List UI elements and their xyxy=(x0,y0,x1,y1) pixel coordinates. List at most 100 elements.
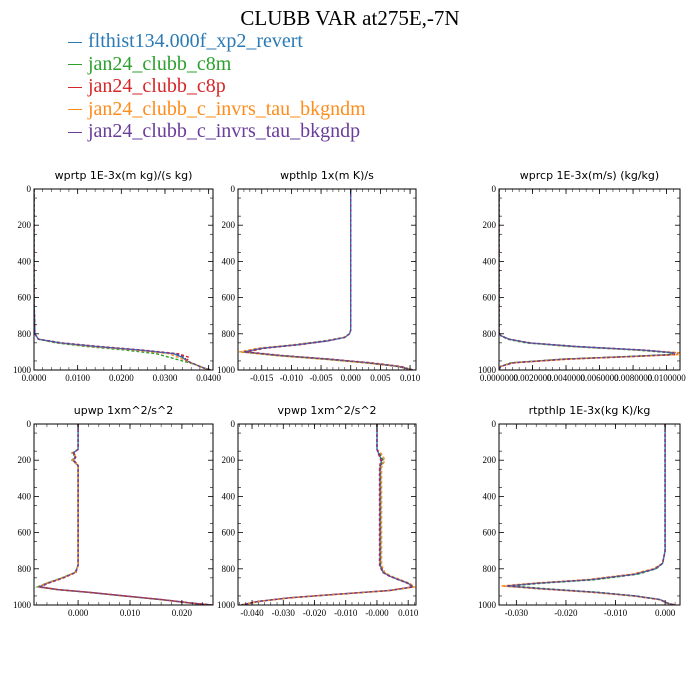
series-line-3 xyxy=(503,424,676,605)
y-tick-label: 400 xyxy=(483,256,497,266)
y-tick-label: 400 xyxy=(483,491,497,501)
subplot-5: vpwp 1xm^2/s^2 0 200 400 600 800 1000 -0.040 -0.… xyxy=(217,404,419,618)
subplot-3: wprcp 1E-3x(m/s) (kg/kg) 0 200 400 600 800 100… xyxy=(478,169,686,383)
x-tick-label: 0.010 xyxy=(398,608,419,618)
legend-label: jan24_clubb_c8m xyxy=(88,52,232,75)
series-line-4 xyxy=(239,189,414,370)
subplot-title: vpwp 1xm^2/s^2 xyxy=(277,404,376,417)
x-tick-label: 0.0200 xyxy=(109,373,134,383)
y-tick-label: 200 xyxy=(18,455,32,465)
series-line-4 xyxy=(36,424,213,605)
y-tick-label: 800 xyxy=(483,329,497,339)
y-tick-label: 0 xyxy=(231,419,236,429)
legend-swatch xyxy=(68,41,82,43)
series-group xyxy=(239,189,414,370)
subplot-title: upwp 1xm^2/s^2 xyxy=(74,404,174,417)
plot-frame xyxy=(498,423,681,606)
y-tick-label: 800 xyxy=(18,329,32,339)
series-line-4 xyxy=(501,424,676,605)
x-tick-label: 0.0400 xyxy=(196,373,221,383)
y-tick-label: 600 xyxy=(222,528,236,538)
y-tick-label: 1000 xyxy=(478,365,497,375)
y-tick-label: 600 xyxy=(18,528,32,538)
y-tick-label: 600 xyxy=(222,293,236,303)
y-tick-label: 200 xyxy=(483,455,497,465)
legend-item: jan24_clubb_c8m xyxy=(68,53,366,76)
plot-frame xyxy=(237,188,417,371)
y-tick-label: 0 xyxy=(492,419,497,429)
subplot-1: wprtp 1E-3x(m kg)/(s kg) 0 200 400 600 800 100… xyxy=(13,169,222,383)
y-tick-label: 1000 xyxy=(13,600,32,610)
x-tick-label: -0.010 xyxy=(334,608,358,618)
y-tick-label: 1000 xyxy=(13,365,32,375)
y-tick-label: 800 xyxy=(18,564,32,574)
figure-title: CLUBB VAR at275E,-7N xyxy=(240,6,460,30)
x-tick-label: 0.0100 xyxy=(65,373,90,383)
legend-label: flthist134.000f_xp2_revert xyxy=(88,30,303,52)
subplot-title: wpthlp 1x(m K)/s xyxy=(280,169,374,182)
y-tick-label: 0 xyxy=(492,184,497,194)
series-line-1 xyxy=(34,189,211,370)
subplot-title: rtpthlp 1E-3x(kg K)/kg xyxy=(529,404,651,417)
series-line-1 xyxy=(243,189,414,370)
y-tick-label: 0 xyxy=(27,184,32,194)
legend-swatch xyxy=(68,109,82,111)
y-tick-label: 1000 xyxy=(217,600,236,610)
legend-label: jan24_clubb_c_invrs_tau_bkgndm xyxy=(88,97,366,120)
x-tick-label: 0.0300 xyxy=(153,373,178,383)
legend-item: jan24_clubb_c_invrs_tau_bkgndm xyxy=(68,98,366,121)
y-tick-label: 600 xyxy=(483,528,497,538)
series-group xyxy=(35,424,213,605)
x-tick-label: 0.010 xyxy=(400,373,421,383)
subplot-4: upwp 1xm^2/s^2 0 200 400 600 800 1000 0.000 0.01… xyxy=(13,404,214,618)
series-line-3 xyxy=(38,424,213,605)
x-tick-label: -0.020 xyxy=(554,608,578,618)
x-tick-label: 0.0040000 xyxy=(547,373,586,383)
x-tick-label: 0.0080000 xyxy=(614,373,653,383)
series-line-2 xyxy=(511,424,676,605)
x-tick-label: 0.020 xyxy=(172,608,193,618)
x-tick-label: -0.030 xyxy=(272,608,296,618)
y-tick-label: 200 xyxy=(222,220,236,230)
x-tick-label: 0.0000000 xyxy=(480,373,519,383)
series-group xyxy=(499,189,680,370)
legend-item: jan24_clubb_c8p xyxy=(68,75,366,98)
y-tick-label: 400 xyxy=(222,491,236,501)
series-line-5 xyxy=(243,189,414,370)
x-tick-label: 0.005 xyxy=(370,373,391,383)
y-tick-label: 200 xyxy=(483,220,497,230)
x-tick-label: 0.000 xyxy=(68,608,89,618)
legend-swatch xyxy=(68,86,82,88)
plot-frame xyxy=(237,423,417,606)
plot-frame xyxy=(33,188,214,371)
x-tick-label: -0.005 xyxy=(309,373,333,383)
x-tick-label: -0.010 xyxy=(604,608,628,618)
series-line-1 xyxy=(506,424,676,605)
series-line-5 xyxy=(37,424,213,605)
series-line-5 xyxy=(240,424,416,605)
y-tick-label: 200 xyxy=(18,220,32,230)
subplot-title: wprcp 1E-3x(m/s) (kg/kg) xyxy=(520,169,659,182)
y-tick-label: 400 xyxy=(18,491,32,501)
y-tick-label: 400 xyxy=(222,256,236,266)
x-tick-label: 0.010 xyxy=(120,608,141,618)
legend: flthist134.000f_xp2_revert jan24_clubb_c… xyxy=(68,30,366,143)
x-tick-label: -0.000 xyxy=(365,608,389,618)
x-tick-label: -0.015 xyxy=(250,373,274,383)
plot-frame xyxy=(33,423,214,606)
x-tick-label: -0.020 xyxy=(303,608,327,618)
x-tick-label: -0.040 xyxy=(240,608,264,618)
y-tick-label: 200 xyxy=(222,455,236,465)
y-tick-label: 800 xyxy=(222,329,236,339)
x-tick-label: 0.000 xyxy=(341,373,362,383)
x-tick-label: -0.030 xyxy=(505,608,529,618)
legend-item: flthist134.000f_xp2_revert xyxy=(68,30,366,53)
series-line-2 xyxy=(240,189,414,370)
series-line-5 xyxy=(34,189,211,370)
series-line-2 xyxy=(499,189,674,370)
plot-frame xyxy=(498,188,681,371)
y-tick-label: 600 xyxy=(18,293,32,303)
y-tick-label: 0 xyxy=(27,419,32,429)
